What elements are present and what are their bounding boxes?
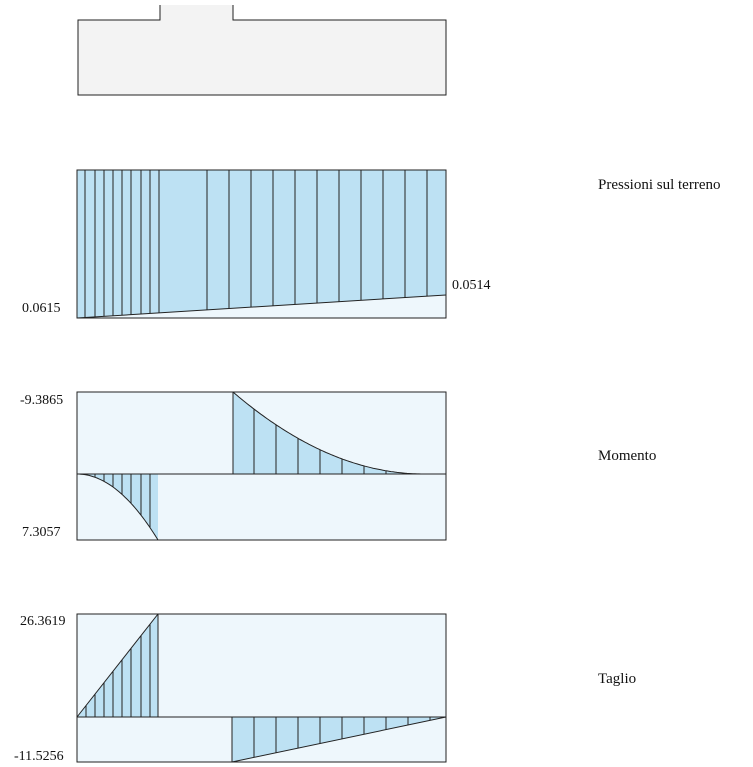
pressure-diagram: 0.0615 0.0514 Pressioni sul terreno (22, 169, 720, 319)
moment-top-value: -9.3865 (20, 393, 63, 408)
pressure-left-value: 0.0615 (22, 301, 61, 316)
moment-negative-fill (233, 392, 423, 474)
shear-diagram: 26.3619 -11.5256 Taglio (14, 613, 636, 764)
moment-title: Momento (598, 448, 656, 464)
shear-title: Taglio (598, 671, 636, 687)
shear-negative-line (231, 716, 447, 763)
moment-bottom-value: 7.3057 (22, 525, 61, 540)
moment-hatch (94, 409, 409, 528)
pressure-title: Pressioni sul terreno (598, 177, 720, 193)
pressure-fill (77, 170, 446, 318)
foundation-sketch (77, 5, 447, 96)
footing-outline (77, 5, 447, 96)
moment-diagram: -9.3865 7.3057 Momento (20, 391, 656, 541)
moment-positive-fill (77, 474, 158, 540)
shear-border (76, 613, 447, 763)
moment-positive-curve (77, 473, 159, 541)
shear-bottom-value: -11.5256 (14, 749, 64, 764)
moment-negative-curve (232, 391, 423, 475)
shear-hatch (85, 614, 431, 762)
moment-border (76, 391, 447, 541)
pressure-base-line (76, 294, 447, 319)
pressure-border (76, 169, 447, 319)
shear-positive-line (76, 613, 159, 718)
pressure-right-value: 0.0514 (452, 278, 491, 293)
shear-top-value: 26.3619 (20, 614, 66, 629)
pressure-hatch (84, 170, 428, 318)
